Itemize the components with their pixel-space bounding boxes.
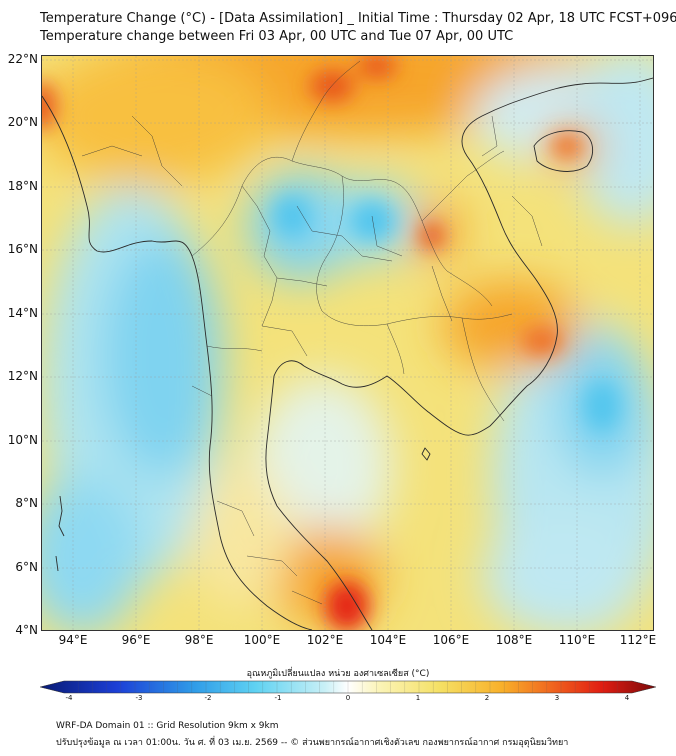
lat-tick-4: 4°N — [15, 623, 38, 637]
model-info: WRF-DA Domain 01 :: Grid Resolution 9km … — [56, 721, 279, 731]
colorbar-tick-3: 3 — [554, 694, 560, 702]
map-title: Temperature Change (°C) - [Data Assimila… — [40, 11, 676, 26]
lon-tick-96: 96°E — [121, 633, 151, 647]
lat-tick-10: 10°N — [7, 433, 38, 447]
lat-tick-12: 12°N — [7, 369, 38, 383]
colorbar — [40, 680, 656, 694]
colorbar-tick-m4: -4 — [65, 694, 73, 702]
lat-tick-20: 20°N — [7, 115, 38, 129]
colorbar-title: อุณหภูมิเปลี่ยนแปลง หน่วย องศาเซลเซียส (… — [246, 669, 430, 679]
coastlines — [42, 77, 653, 630]
lat-tick-14: 14°N — [7, 306, 38, 320]
lon-tick-104: 104°E — [369, 633, 407, 647]
update-credit: ปรับปรุงข้อมูล ณ เวลา 01:00น. วัน ศ. ที่… — [56, 738, 569, 748]
colorbar-tick-m3: -3 — [135, 694, 143, 702]
lon-tick-106: 106°E — [432, 633, 470, 647]
lon-tick-112: 112°E — [619, 633, 657, 647]
lon-tick-108: 108°E — [495, 633, 533, 647]
temperature-change-map — [41, 55, 654, 631]
colorbar-tick-1: 1 — [415, 694, 421, 702]
lon-tick-102: 102°E — [306, 633, 344, 647]
colorbar-tick-4: 4 — [624, 694, 630, 702]
graticule — [42, 56, 653, 630]
colorbar-tick-0: 0 — [345, 694, 351, 702]
colorbar-tick-m1: -1 — [274, 694, 282, 702]
lon-tick-94: 94°E — [58, 633, 88, 647]
map-subtitle: Temperature change between Fri 03 Apr, 0… — [40, 29, 514, 44]
colorbar-tick-2: 2 — [484, 694, 490, 702]
temperature-hotspots — [42, 56, 620, 630]
lon-tick-98: 98°E — [184, 633, 214, 647]
colorbar-tick-m2: -2 — [204, 694, 212, 702]
borders — [81, 60, 543, 605]
lat-tick-8: 8°N — [15, 496, 38, 510]
lat-tick-6: 6°N — [15, 560, 38, 574]
lat-tick-16: 16°N — [7, 242, 38, 256]
lat-tick-22: 22°N — [7, 52, 38, 66]
lon-tick-100: 100°E — [243, 633, 281, 647]
lat-tick-18: 18°N — [7, 179, 38, 193]
lon-tick-110: 110°E — [558, 633, 596, 647]
